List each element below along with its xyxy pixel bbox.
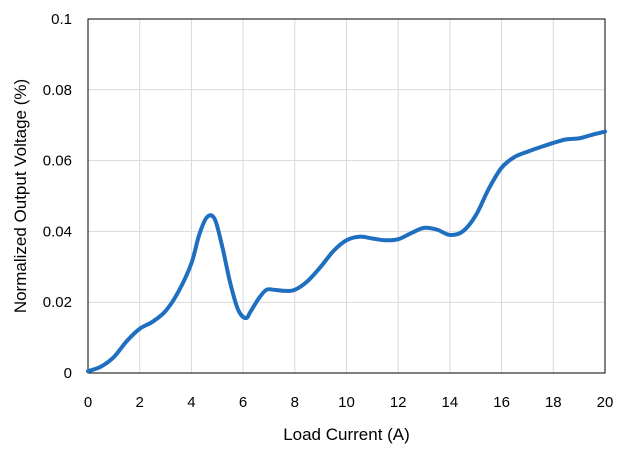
plot-area-frame <box>87 18 606 374</box>
x-tick-label: 2 <box>136 394 144 411</box>
x-tick-label: 12 <box>390 394 407 411</box>
grid-lines <box>87 18 606 374</box>
y-tick-label: 0 <box>64 365 72 382</box>
x-tick-label: 14 <box>442 394 459 411</box>
y-tick-label: 0.06 <box>43 153 72 170</box>
x-tick-label: 18 <box>545 394 562 411</box>
y-tick-label: 0.02 <box>43 294 72 311</box>
y-tick-label: 0.08 <box>43 82 72 99</box>
y-tick-label: 0.1 <box>51 11 72 28</box>
x-tick-label: 20 <box>597 394 614 411</box>
series-line <box>86 129 607 374</box>
x-axis-label: Load Current (A) <box>283 425 410 444</box>
x-axis-tick-labels: 0 2 4 6 8 10 12 14 16 18 20 <box>84 394 614 411</box>
x-tick-label: 8 <box>291 394 299 411</box>
x-tick-label: 0 <box>84 394 92 411</box>
x-tick-label: 10 <box>338 394 355 411</box>
y-axis-tick-labels: 0 0.02 0.04 0.06 0.08 0.1 <box>43 11 72 382</box>
y-axis-label: Normalized Output Voltage (%) <box>11 79 30 313</box>
x-tick-label: 6 <box>239 394 247 411</box>
y-tick-label: 0.04 <box>43 223 72 240</box>
x-tick-label: 16 <box>493 394 510 411</box>
x-tick-label: 4 <box>187 394 195 411</box>
